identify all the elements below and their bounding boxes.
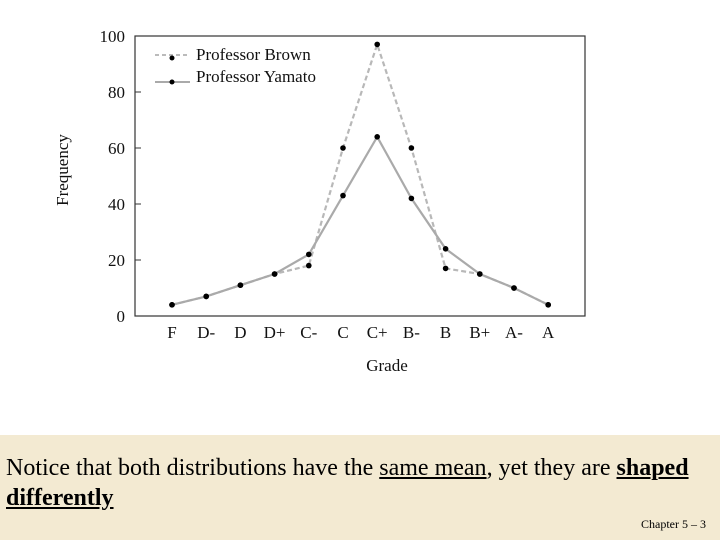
data-point-brown — [442, 265, 449, 272]
x-tick-label: A — [542, 323, 555, 342]
x-tick-label: B+ — [469, 323, 490, 342]
y-tick-label: 100 — [100, 27, 126, 46]
data-point-brown — [374, 41, 381, 48]
data-point-yamato — [545, 302, 551, 308]
legend-label-yamato: Professor Yamato — [196, 67, 316, 86]
y-tick-label: 40 — [108, 195, 125, 214]
data-point-yamato — [340, 192, 346, 199]
data-point-yamato — [374, 134, 381, 140]
x-tick-label: D — [234, 323, 246, 342]
x-tick-label: B- — [403, 323, 420, 342]
caption-text: Notice that both distributions have the … — [6, 453, 716, 513]
data-point-yamato — [442, 246, 449, 252]
chart: 0 20 40 60 80 100 F D- D D+ C- C C+ B- B B+ A- A Frequen… — [53, 27, 586, 375]
data-point-yamato — [237, 282, 244, 289]
plot-area — [134, 35, 586, 317]
x-tick-label: C- — [300, 323, 317, 342]
data-point-yamato — [306, 251, 312, 258]
data-point-yamato — [408, 195, 415, 202]
data-point-yamato — [511, 285, 517, 291]
data-point-yamato — [203, 293, 209, 300]
x-tick-label: C+ — [367, 323, 388, 342]
caption-panel — [0, 435, 720, 540]
x-tick-label: D- — [197, 323, 215, 342]
data-point-brown — [306, 262, 312, 269]
slide-number: Chapter 5 – 3 — [641, 517, 706, 531]
y-tick-label: 80 — [108, 83, 125, 102]
y-axis-label: Frequency — [53, 134, 72, 206]
x-tick-label: A- — [505, 323, 523, 342]
y-tick-label: 20 — [108, 251, 125, 270]
legend-label-brown: Professor Brown — [196, 45, 311, 64]
x-axis-label: Grade — [366, 356, 408, 375]
legend-marker-brown — [169, 55, 175, 61]
y-tick-label: 0 — [117, 307, 126, 326]
x-tick-label: D+ — [264, 323, 286, 342]
caption-emphasis-shaped-differently: shaped differently — [6, 455, 689, 511]
caption-emphasis-same-mean: same mean — [379, 455, 487, 481]
y-tick-label: 60 — [108, 139, 125, 158]
data-point-yamato — [477, 271, 483, 277]
legend: Professor Brown Professor Yamato — [155, 45, 316, 86]
data-point-yamato — [271, 271, 278, 277]
x-tick-label: C — [337, 323, 348, 342]
data-point-brown — [340, 145, 346, 151]
caption-part-2: , yet they are — [486, 455, 617, 481]
series-line-yamato — [171, 134, 549, 306]
legend-marker-yamato — [169, 79, 175, 85]
caption-part-1: Notice that both distributions have the — [6, 455, 380, 481]
x-tick-label: B — [440, 323, 451, 342]
data-point-brown — [408, 145, 415, 151]
x-tick-label: F — [167, 323, 176, 342]
data-point-yamato — [169, 302, 175, 308]
